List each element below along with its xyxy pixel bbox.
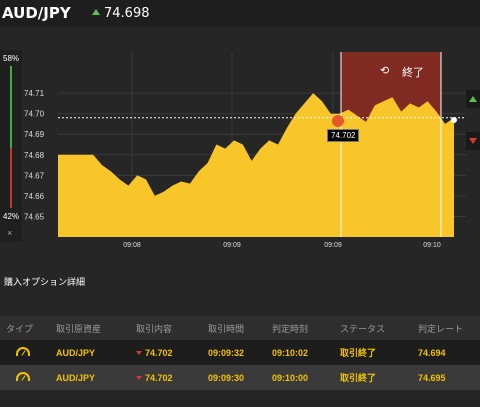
- cell-rate: 74.694: [418, 340, 480, 365]
- up-probability: 58%: [3, 54, 20, 63]
- table-row[interactable]: AUD/JPY 74.702 09:09:32 09:10:02 取引終了 74…: [0, 340, 480, 365]
- side-up-button[interactable]: [466, 90, 480, 108]
- cell-status: 取引終了: [340, 340, 418, 365]
- options-table: タイプ 取引原資産 取引内容 取引時間 判定時刻 ステータス 判定レート AUD…: [0, 316, 480, 390]
- up-probability-bar: [10, 66, 12, 148]
- pair-title: AUD/JPY: [2, 4, 71, 22]
- close-icon[interactable]: ×: [7, 228, 13, 238]
- cell-status: 取引終了: [340, 365, 418, 390]
- y-axis: 74.71 74.70 74.69 74.68 74.67 74.66 74.65: [24, 89, 45, 221]
- x-tick-label: 09:09: [324, 242, 342, 249]
- cell-content: 74.702: [145, 347, 173, 358]
- y-tick-label: 74.71: [24, 89, 45, 98]
- expiry-label: 終了: [402, 67, 424, 79]
- header-bar: AUD/JPY 74.698: [0, 0, 480, 26]
- up-arrow-icon: [92, 9, 100, 15]
- table-header-row: タイプ 取引原資産 取引内容 取引時間 判定時刻 ステータス 判定レート: [0, 316, 480, 340]
- down-arrow-icon: [136, 376, 142, 381]
- side-down-button[interactable]: [466, 132, 480, 150]
- col-time: 取引時間: [208, 316, 272, 340]
- entry-price-badge: 74.702: [327, 129, 360, 142]
- cell-rate: 74.695: [418, 365, 480, 390]
- col-judge-time: 判定時刻: [272, 316, 340, 340]
- col-type: タイプ: [0, 316, 56, 340]
- cell-asset: AUD/JPY: [56, 365, 136, 390]
- cell-time: 09:09:32: [208, 340, 272, 365]
- current-price: 74.698: [104, 6, 150, 21]
- y-tick-label: 74.65: [24, 212, 45, 221]
- y-tick-label: 74.68: [24, 151, 45, 160]
- col-asset: 取引原資産: [56, 316, 136, 340]
- x-tick-label: 09:10: [423, 242, 441, 249]
- cell-judge-time: 09:10:02: [272, 340, 340, 365]
- price-chart[interactable]: 74.71 74.70 74.69 74.68 74.67 74.66 74.65 09:0…: [22, 42, 466, 262]
- col-content: 取引内容: [136, 316, 208, 340]
- table-row[interactable]: AUD/JPY 74.702 09:09:30 09:10:00 取引終了 74…: [0, 365, 480, 390]
- down-probability-bar: [10, 148, 12, 208]
- gauge-icon: [16, 347, 30, 356]
- col-rate: 判定レート: [418, 316, 480, 340]
- y-tick-label: 74.69: [24, 130, 45, 139]
- x-axis: 09:08 09:09 09:09 09:10: [123, 242, 441, 249]
- last-price-dot: [451, 117, 457, 123]
- cell-judge-time: 09:10:00: [272, 365, 340, 390]
- probability-strip: 58% 42% ×: [0, 50, 22, 242]
- col-status: ステータス: [340, 316, 418, 340]
- entry-marker-icon[interactable]: [332, 115, 344, 127]
- y-tick-label: 74.67: [24, 171, 45, 180]
- x-tick-label: 09:08: [123, 242, 141, 249]
- y-tick-label: 74.70: [24, 110, 45, 119]
- y-tick-label: 74.66: [24, 192, 45, 201]
- cell-content: 74.702: [145, 372, 173, 383]
- gauge-icon: [16, 372, 30, 381]
- cell-asset: AUD/JPY: [56, 340, 136, 365]
- x-tick-label: 09:09: [223, 242, 241, 249]
- history-icon: ⟲: [380, 65, 390, 77]
- down-arrow-icon: [136, 351, 142, 356]
- cell-time: 09:09:30: [208, 365, 272, 390]
- section-title: 購入オプション詳細: [4, 277, 86, 287]
- down-probability: 42%: [3, 212, 20, 221]
